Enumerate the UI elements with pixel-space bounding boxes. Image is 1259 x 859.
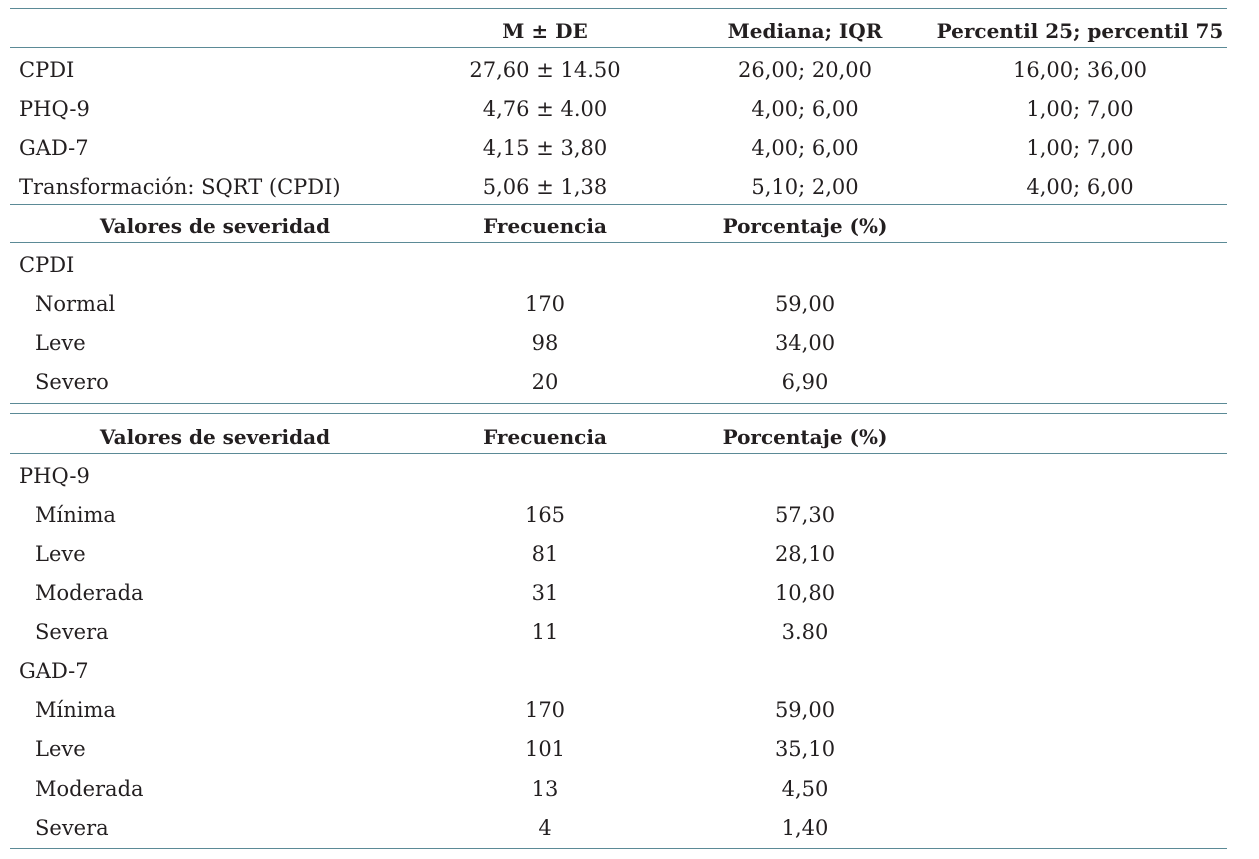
row-label: GAD-7 (19, 136, 89, 160)
table-row: Leve 101 35,10 (0, 730, 1259, 768)
cell-frequency: 170 (524, 698, 566, 722)
row-label: Mínima (35, 698, 116, 722)
table-row: Severa 4 1,40 (0, 809, 1259, 847)
row-label: Leve (35, 331, 86, 355)
group-label-row: GAD-7 (0, 652, 1259, 690)
bottom-rule (10, 848, 1227, 849)
header-m-de: M ± DE (502, 19, 588, 43)
summary-header-rule (10, 47, 1227, 48)
table-row: Severo 20 6,90 (0, 363, 1259, 401)
header-percentage: Porcentaje (%) (722, 425, 888, 449)
cell-percentage: 6,90 (781, 370, 829, 394)
header-severity: Valores de severidad (99, 214, 331, 238)
table-row: Severa 11 3.80 (0, 613, 1259, 651)
cell-percentage: 57,30 (774, 503, 836, 527)
group-label: CPDI (19, 253, 75, 277)
summary-header-row: M ± DE Mediana; IQR Percentil 25; percen… (0, 12, 1259, 50)
row-label: Transformación: SQRT (CPDI) (19, 175, 341, 199)
row-label: Normal (35, 292, 116, 316)
group-label-row: PHQ-9 (0, 457, 1259, 495)
cell-frequency: 11 (531, 620, 559, 644)
header-percentile: Percentil 25; percentil 75 (936, 19, 1224, 43)
cell-percentage: 34,00 (774, 331, 836, 355)
row-label: Severa (35, 816, 109, 840)
row-label: Moderada (35, 581, 144, 605)
row-label: Mínima (35, 503, 116, 527)
header-median-iqr: Mediana; IQR (727, 19, 883, 43)
cell-percentile: 16,00; 36,00 (1013, 58, 1147, 82)
cell-median-iqr: 4,00; 6,00 (751, 97, 859, 121)
cell-frequency: 4 (538, 816, 552, 840)
cpdi-bottom-rule (10, 403, 1227, 404)
cell-percentile: 4,00; 6,00 (1026, 175, 1134, 199)
row-label: Leve (35, 542, 86, 566)
header-frequency: Frecuencia (483, 425, 607, 449)
table-row: Transformación: SQRT (CPDI) 5,06 ± 1,38 … (0, 168, 1259, 206)
cell-m-de: 27,60 ± 14.50 (469, 58, 621, 82)
cell-frequency: 81 (531, 542, 559, 566)
section-rule (10, 204, 1227, 205)
cpdi-header-rule (10, 242, 1227, 243)
cell-frequency: 165 (524, 503, 566, 527)
cell-m-de: 5,06 ± 1,38 (482, 175, 608, 199)
cell-percentile: 1,00; 7,00 (1026, 136, 1134, 160)
row-label: PHQ-9 (19, 97, 90, 121)
row-label: Leve (35, 737, 86, 761)
table-row: CPDI 27,60 ± 14.50 26,00; 20,00 16,00; 3… (0, 51, 1259, 89)
cell-median-iqr: 4,00; 6,00 (751, 136, 859, 160)
cell-percentage: 10,80 (774, 581, 836, 605)
cell-percentage: 4,50 (781, 777, 829, 801)
cell-frequency: 20 (531, 370, 559, 394)
cell-percentage: 3.80 (781, 620, 829, 644)
table-row: Mínima 165 57,30 (0, 496, 1259, 534)
cell-m-de: 4,76 ± 4.00 (482, 97, 608, 121)
cell-percentage: 59,00 (774, 292, 836, 316)
phq-gad-header-row: Valores de severidad Frecuencia Porcenta… (0, 418, 1259, 456)
row-label: Severo (35, 370, 109, 394)
cell-m-de: 4,15 ± 3,80 (482, 136, 608, 160)
row-label: CPDI (19, 58, 75, 82)
cell-frequency: 170 (524, 292, 566, 316)
phq-gad-header-rule (10, 453, 1227, 454)
cell-frequency: 31 (531, 581, 559, 605)
cell-percentage: 59,00 (774, 698, 836, 722)
cpdi-header-row: Valores de severidad Frecuencia Porcenta… (0, 207, 1259, 245)
phq-top-rule (10, 413, 1227, 414)
table-row: Leve 81 28,10 (0, 535, 1259, 573)
group-label: PHQ-9 (19, 464, 90, 488)
group-label-row: CPDI (0, 246, 1259, 284)
table-row: Moderada 31 10,80 (0, 574, 1259, 612)
table-row: Normal 170 59,00 (0, 285, 1259, 323)
cell-frequency: 101 (524, 737, 566, 761)
cell-percentile: 1,00; 7,00 (1026, 97, 1134, 121)
group-label: GAD-7 (19, 659, 89, 683)
table-row: PHQ-9 4,76 ± 4.00 4,00; 6,00 1,00; 7,00 (0, 90, 1259, 128)
cell-percentage: 1,40 (781, 816, 829, 840)
cell-percentage: 28,10 (774, 542, 836, 566)
cell-frequency: 13 (531, 777, 559, 801)
header-frequency: Frecuencia (483, 214, 607, 238)
table-row: GAD-7 4,15 ± 3,80 4,00; 6,00 1,00; 7,00 (0, 129, 1259, 167)
header-percentage: Porcentaje (%) (722, 214, 888, 238)
table-row: Mínima 170 59,00 (0, 691, 1259, 729)
table-row: Moderada 13 4,50 (0, 770, 1259, 808)
top-rule (10, 8, 1227, 9)
cell-median-iqr: 26,00; 20,00 (738, 58, 872, 82)
row-label: Moderada (35, 777, 144, 801)
table-row: Leve 98 34,00 (0, 324, 1259, 362)
cell-percentage: 35,10 (774, 737, 836, 761)
row-label: Severa (35, 620, 109, 644)
cell-median-iqr: 5,10; 2,00 (751, 175, 859, 199)
cell-frequency: 98 (531, 331, 559, 355)
header-severity: Valores de severidad (99, 425, 331, 449)
